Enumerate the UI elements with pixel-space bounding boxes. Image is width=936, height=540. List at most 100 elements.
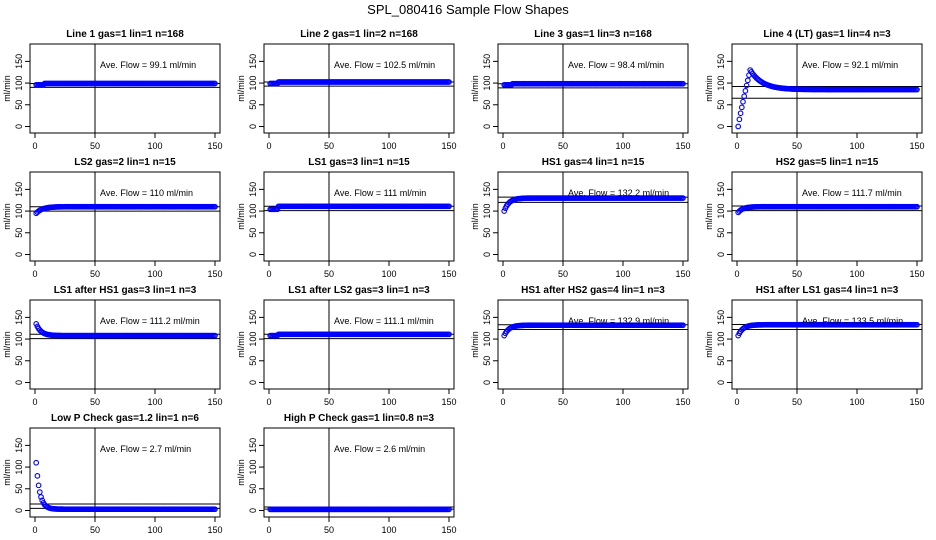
plot-area — [498, 172, 688, 261]
ave-flow-annotation: Ave. Flow = 111.7 ml/min — [802, 188, 902, 198]
plot-area — [30, 44, 220, 133]
data-points — [267, 331, 452, 339]
data-point — [740, 98, 746, 105]
y-tick-label: 100 — [716, 204, 726, 219]
y-tick-label: 0 — [482, 380, 492, 385]
x-tick-label: 0 — [500, 397, 505, 407]
data-points — [501, 322, 686, 339]
panel-title: HS2 gas=5 lin=1 n=15 — [776, 157, 879, 168]
panel-title: LS1 gas=3 lin=1 n=15 — [308, 157, 410, 168]
x-tick-label: 50 — [90, 525, 100, 535]
x-axis: 0 50 100 150 — [734, 132, 925, 151]
panel-title: HS1 gas=4 lin=1 n=15 — [542, 157, 645, 168]
y-axis-label: ml/min — [704, 331, 714, 358]
x-tick-label: 50 — [324, 397, 334, 407]
x-tick-label: 50 — [324, 269, 334, 279]
x-tick-label: 150 — [441, 397, 456, 407]
y-tick-label: 100 — [248, 76, 258, 91]
y-tick-label: 150 — [248, 438, 258, 453]
x-tick-label: 100 — [615, 141, 630, 151]
x-tick-label: 150 — [441, 141, 456, 151]
chart-panel: LS1 after HS1 gas=3 lin=1 n=3 Ave. Flow =… — [2, 285, 223, 407]
plot-frame — [497, 43, 689, 134]
data-point — [501, 208, 508, 214]
y-axis-label: ml/min — [470, 203, 480, 230]
y-axis-label: ml/min — [236, 331, 246, 358]
y-tick-label: 150 — [716, 310, 726, 325]
y-tick-label: 0 — [248, 124, 258, 129]
x-axis: 0 50 100 150 — [266, 132, 457, 151]
plot-area — [498, 300, 688, 389]
y-tick-label: 150 — [248, 54, 258, 69]
x-tick-label: 100 — [615, 397, 630, 407]
data-point — [736, 116, 743, 123]
plot-area — [30, 300, 220, 389]
y-tick-label: 50 — [248, 228, 258, 238]
data-points — [735, 203, 920, 216]
data-points — [735, 321, 920, 339]
y-axis: 0 50 100 150 — [716, 54, 733, 129]
y-axis-label: ml/min — [236, 459, 246, 486]
y-tick-label: 0 — [482, 124, 492, 129]
plot-frame — [263, 299, 455, 390]
x-tick-label: 50 — [90, 397, 100, 407]
y-tick-label: 100 — [14, 76, 24, 91]
plot-frame — [29, 171, 221, 262]
y-tick-label: 150 — [14, 54, 24, 69]
x-tick-label: 100 — [147, 269, 162, 279]
data-points — [33, 203, 218, 217]
y-tick-label: 100 — [716, 76, 726, 91]
y-axis: 0 50 100 150 — [248, 438, 265, 513]
panel-title: Line 4 (LT) gas=1 lin=4 n=3 — [763, 29, 891, 40]
ave-flow-annotation: Ave. Flow = 132.9 ml/min — [568, 316, 669, 326]
y-tick-label: 0 — [14, 252, 24, 257]
data-point — [446, 203, 452, 210]
y-axis-label: ml/min — [236, 203, 246, 230]
x-tick-label: 0 — [734, 141, 739, 151]
data-point — [446, 79, 452, 85]
x-tick-label: 0 — [500, 141, 505, 151]
figure-title: SPL_080416 Sample Flow Shapes — [367, 2, 569, 17]
y-tick-label: 100 — [14, 204, 24, 219]
plot-frame — [731, 299, 923, 390]
y-tick-label: 0 — [248, 508, 258, 513]
x-tick-label: 50 — [90, 141, 100, 151]
ave-flow-annotation: Ave. Flow = 92.1 ml/min — [802, 60, 898, 70]
y-tick-label: 50 — [248, 484, 258, 494]
data-point — [741, 93, 748, 100]
y-axis-label: ml/min — [2, 459, 12, 486]
y-axis: 0 50 100 150 — [482, 310, 499, 385]
x-tick-label: 100 — [849, 397, 864, 407]
x-tick-label: 150 — [207, 397, 222, 407]
data-point — [742, 87, 749, 94]
y-tick-label: 0 — [248, 252, 258, 257]
data-point — [735, 123, 742, 130]
data-points — [267, 506, 452, 513]
x-axis: 0 50 100 150 — [266, 388, 457, 407]
ave-flow-annotation: Ave. Flow = 2.7 ml/min — [100, 444, 191, 454]
ave-flow-annotation: Ave. Flow = 111 ml/min — [334, 188, 426, 198]
panel-title: High P Check gas=1 lin=0.8 n=3 — [284, 413, 435, 424]
y-tick-label: 50 — [716, 100, 726, 110]
x-tick-label: 50 — [792, 269, 802, 279]
y-tick-label: 150 — [14, 310, 24, 325]
x-axis: 0 50 100 150 — [32, 388, 223, 407]
data-points — [33, 459, 218, 513]
data-point — [33, 459, 40, 466]
data-point — [914, 86, 920, 93]
data-point — [743, 82, 750, 89]
y-axis: 0 50 100 150 — [482, 54, 499, 129]
y-tick-label: 150 — [248, 310, 258, 325]
ave-flow-annotation: Ave. Flow = 111.1 ml/min — [334, 316, 434, 326]
y-tick-label: 0 — [716, 380, 726, 385]
y-tick-label: 150 — [482, 182, 492, 197]
x-tick-label: 50 — [90, 269, 100, 279]
x-tick-label: 0 — [734, 397, 739, 407]
x-axis: 0 50 100 150 — [500, 260, 691, 279]
y-axis: 0 50 100 150 — [248, 54, 265, 129]
y-tick-label: 50 — [248, 356, 258, 366]
x-tick-label: 100 — [849, 269, 864, 279]
y-tick-label: 150 — [482, 54, 492, 69]
data-point — [38, 494, 44, 500]
